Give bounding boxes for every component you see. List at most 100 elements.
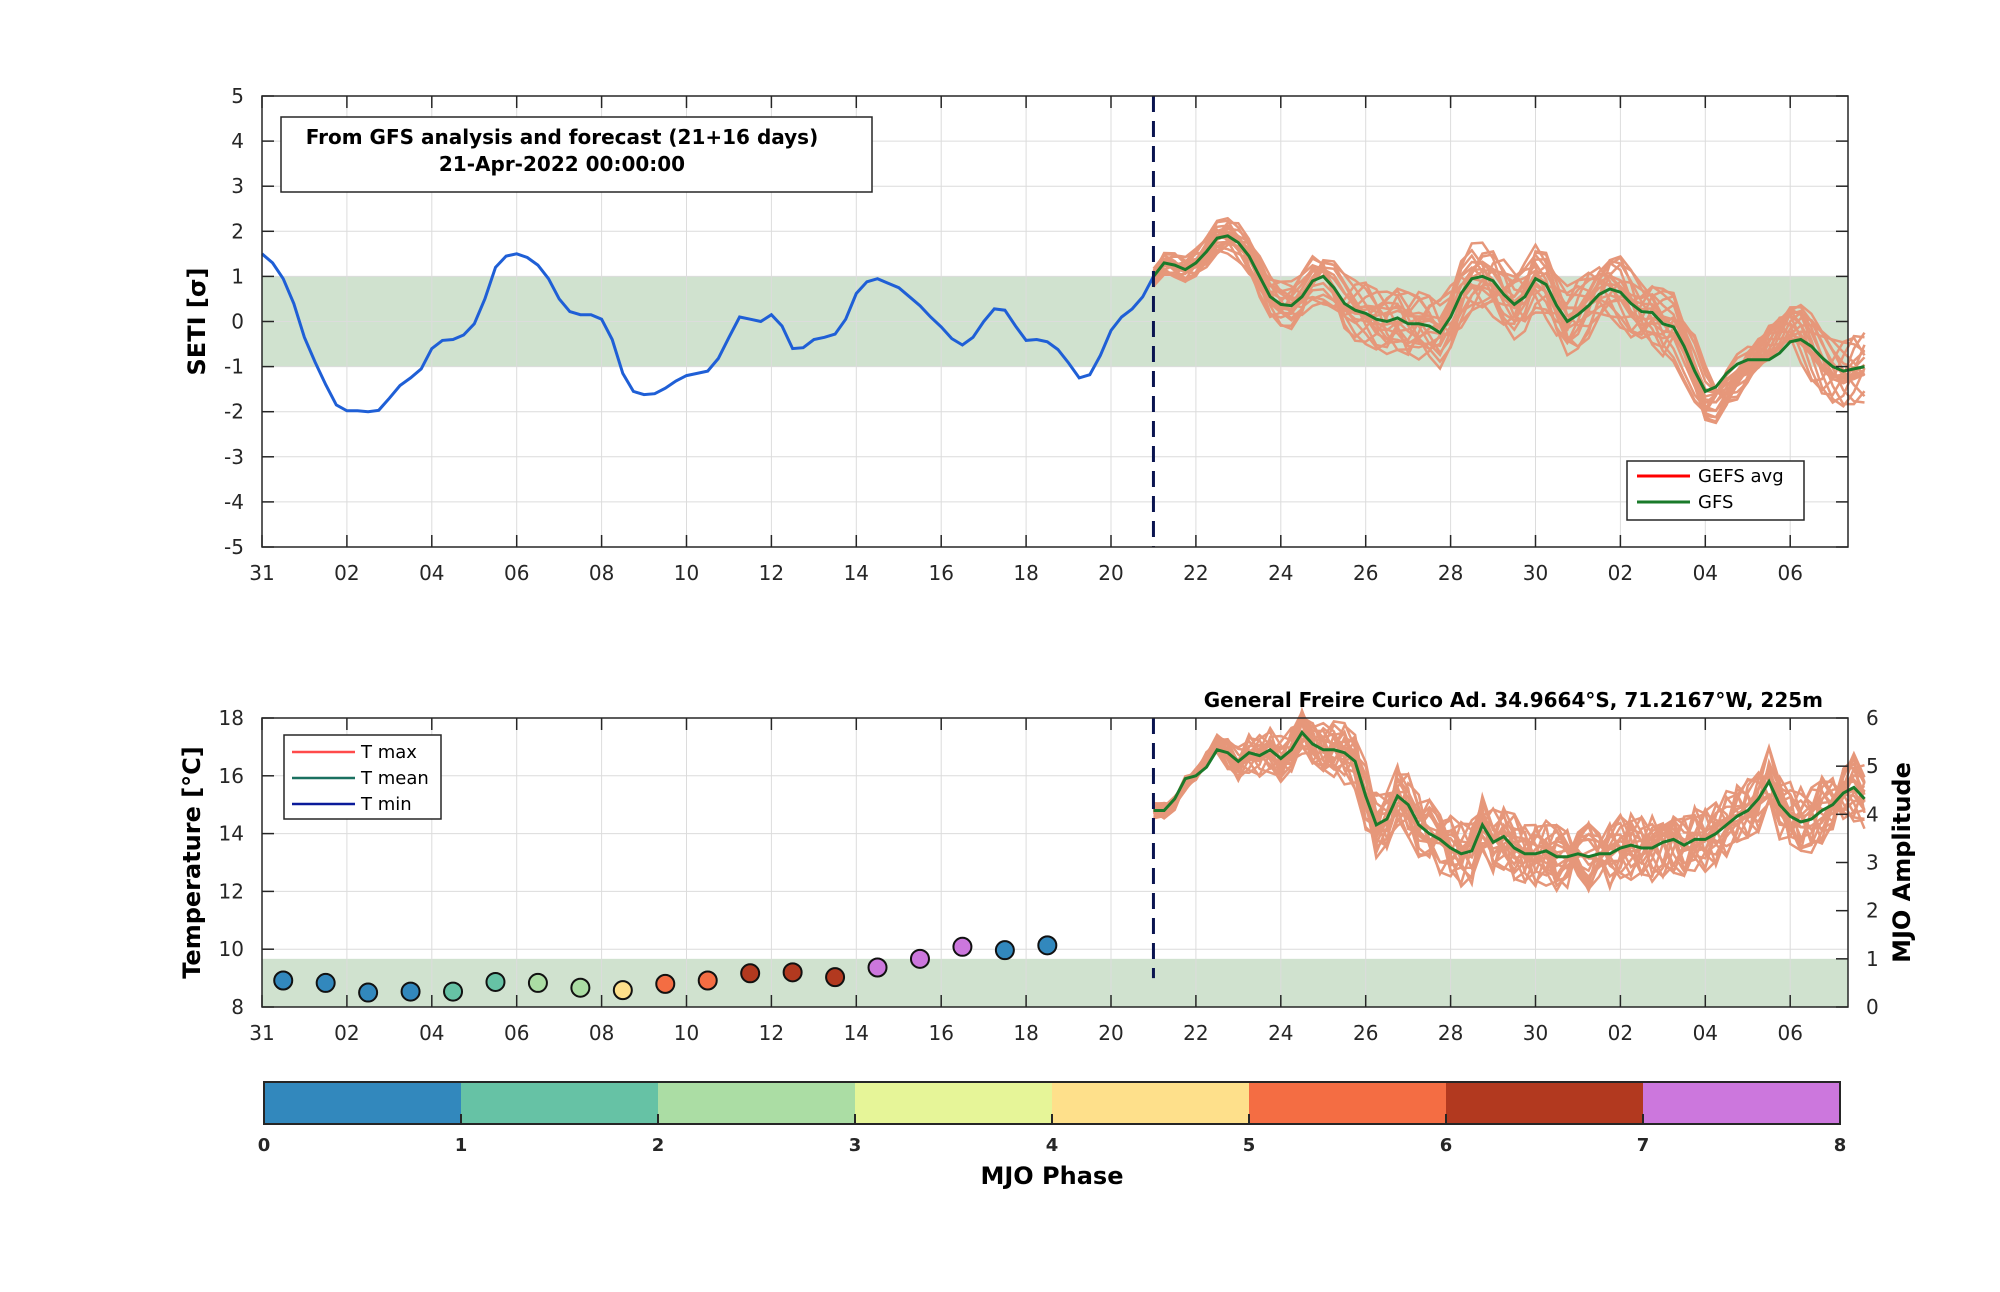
seti-legend: GEFS avg GFS <box>1626 460 1805 521</box>
seti-y-tick-label: -3 <box>224 445 244 469</box>
seti-x-tick-label: 02 <box>334 561 359 585</box>
mjo-point <box>1037 935 1058 956</box>
mjo-point <box>740 963 761 984</box>
seti-y-tick-label: 2 <box>231 219 244 243</box>
mjo-amplitude-ticks: 0 1 2 3 4 5 6 <box>1836 706 1879 1019</box>
temperature-x-tick-label: 16 <box>928 1021 953 1045</box>
seti-y-tick-label: 0 <box>231 310 244 334</box>
mjo-point <box>485 971 506 992</box>
seti-x-ticks: 31 02 04 06 08 10 12 14 16 18 20 22 24 26 28 30 02 04 06 <box>249 96 1803 585</box>
colorbar-tick-label: 0 <box>258 1135 271 1156</box>
colorbar-tick-label: 1 <box>455 1135 468 1156</box>
seti-y-ticks: -5 -4 -3 -2 -1 0 1 2 3 4 5 <box>224 84 1848 559</box>
mjo-point <box>443 981 464 1002</box>
temperature-x-tick-label: 31 <box>249 1021 274 1045</box>
mjo-point <box>655 973 676 994</box>
colorbar-cell <box>658 1082 856 1124</box>
seti-y-tick-label: 1 <box>231 264 244 288</box>
mjo-amplitude-label: MJO Amplitude <box>1888 762 1916 963</box>
mjo-point <box>697 970 718 991</box>
mjo-point <box>358 982 379 1003</box>
temperature-x-tick-label: 06 <box>504 1021 529 1045</box>
colorbar-tick-label: 3 <box>849 1135 862 1156</box>
seti-x-tick-label: 06 <box>504 561 529 585</box>
seti-x-tick-label: 24 <box>1268 561 1293 585</box>
seti-x-tick-label: 16 <box>928 561 953 585</box>
seti-x-tick-label: 20 <box>1098 561 1123 585</box>
temperature-ensemble-member <box>1153 729 1866 894</box>
colorbar-cell <box>461 1082 659 1124</box>
seti-x-tick-label: 12 <box>759 561 784 585</box>
mjo-point <box>825 967 846 988</box>
colorbar-label: MJO Phase <box>980 1162 1123 1190</box>
temperature-y-ticks: 8 10 12 14 16 18 <box>219 706 274 1019</box>
temperature-y-tick-label: 12 <box>219 879 244 903</box>
temperature-y-tick-label: 10 <box>219 937 244 961</box>
seti-x-tick-label: 10 <box>674 561 699 585</box>
mjo-point <box>527 972 548 993</box>
legend-label-gefs-avg: GEFS avg <box>1698 466 1784 487</box>
temperature-x-tick-label: 28 <box>1438 1021 1463 1045</box>
annotation-line-1: From GFS analysis and forecast (21+16 da… <box>306 125 818 149</box>
colorbar-cell <box>1446 1082 1644 1124</box>
temperature-x-tick-label: 04 <box>1693 1021 1718 1045</box>
seti-ensemble-member <box>1152 228 1866 394</box>
seti-x-tick-label: 04 <box>419 561 444 585</box>
mjo-point <box>909 948 930 969</box>
seti-y-tick-label: -4 <box>224 490 244 514</box>
temperature-x-tick-label: 20 <box>1098 1021 1123 1045</box>
temperature-x-tick-label: 04 <box>419 1021 444 1045</box>
temperature-legend: T max T mean T min <box>283 734 442 820</box>
mjo-point <box>570 977 591 998</box>
legend-label-tmin: T min <box>360 794 412 815</box>
temperature-x-tick-label: 14 <box>844 1021 869 1045</box>
temperature-x-tick-label: 02 <box>334 1021 359 1045</box>
seti-x-tick-label: 28 <box>1438 561 1463 585</box>
temperature-x-tick-label: 18 <box>1013 1021 1038 1045</box>
annotation-line-2: 21-Apr-2022 00:00:00 <box>439 152 685 176</box>
seti-x-tick-label: 30 <box>1523 561 1548 585</box>
temperature-x-tick-label: 12 <box>759 1021 784 1045</box>
temperature-x-tick-label: 02 <box>1608 1021 1633 1045</box>
mjo-phase-colorbar: 0 1 2 3 4 5 6 7 8 MJO Phase <box>258 1081 1847 1190</box>
colorbar-tick-label: 2 <box>652 1135 665 1156</box>
temperature-x-ticks: 31 02 04 06 08 10 12 14 16 18 20 22 24 26 28 30 02 04 06 <box>249 718 1803 1045</box>
temperature-x-tick-label: 30 <box>1523 1021 1548 1045</box>
temperature-gfs-line <box>1153 730 1866 859</box>
seti-x-tick-label: 14 <box>844 561 869 585</box>
temperature-y-label: Temperature [°C] <box>178 746 206 979</box>
seti-x-tick-label: 04 <box>1693 561 1718 585</box>
legend-label-tmax: T max <box>360 742 417 763</box>
mjo-point <box>400 981 421 1002</box>
seti-x-tick-label: 06 <box>1777 561 1802 585</box>
colorbar-tick-label: 7 <box>1637 1135 1650 1156</box>
temperature-y-tick-label: 16 <box>219 764 244 788</box>
colorbar-tick-label: 8 <box>1834 1135 1847 1156</box>
seti-y-tick-label: 3 <box>231 174 244 198</box>
temperature-x-tick-label: 26 <box>1353 1021 1378 1045</box>
seti-y-tick-label: 5 <box>231 84 244 108</box>
mjo-point <box>273 970 294 991</box>
mjo-point <box>952 936 973 957</box>
mjo-point <box>867 957 888 978</box>
mjo-amplitude-tick-label: 0 <box>1866 995 1879 1019</box>
temperature-x-tick-label: 24 <box>1268 1021 1293 1045</box>
mjo-point <box>612 980 633 1001</box>
legend-label-gfs: GFS <box>1698 492 1733 513</box>
mjo-amplitude-tick-label: 5 <box>1866 754 1879 778</box>
temperature-ensemble-lines <box>1152 706 1866 894</box>
seti-gfs-line <box>1152 234 1865 394</box>
colorbar-tick-label: 5 <box>1243 1135 1256 1156</box>
mjo-point <box>782 962 803 983</box>
mjo-point <box>994 940 1015 961</box>
seti-x-tick-label: 02 <box>1608 561 1633 585</box>
mjo-amplitude-tick-label: 4 <box>1866 802 1879 826</box>
temperature-x-tick-label: 06 <box>1777 1021 1802 1045</box>
temperature-y-tick-label: 18 <box>219 706 244 730</box>
colorbar-cells <box>264 1082 1841 1124</box>
mjo-amplitude-tick-label: 6 <box>1866 706 1879 730</box>
colorbar-tick-label: 6 <box>1440 1135 1453 1156</box>
seti-x-tick-label: 31 <box>249 561 274 585</box>
